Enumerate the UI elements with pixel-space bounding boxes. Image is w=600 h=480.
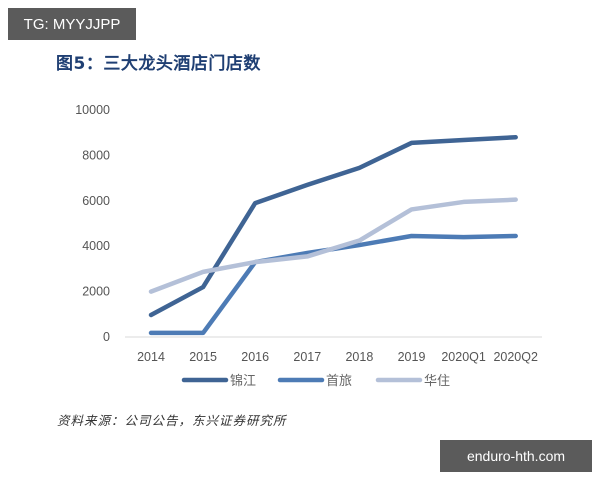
legend-label: 锦江 bbox=[230, 374, 256, 389]
y-axis: 0 2000 4000 6000 8000 10000 bbox=[75, 103, 110, 344]
legend-label: 华住 bbox=[424, 374, 450, 389]
chart-title: 图5：三大龙头酒店门店数 bbox=[56, 54, 261, 74]
legend: 锦江 首旅 华住 bbox=[181, 374, 450, 389]
series-line-1 bbox=[148, 134, 518, 318]
series-line-3 bbox=[148, 197, 518, 294]
x-tick-label: 2020Q2 bbox=[493, 350, 538, 364]
x-tick-label: 2017 bbox=[293, 350, 321, 364]
legend-label: 首旅 bbox=[326, 374, 352, 389]
x-tick-label: 2018 bbox=[345, 350, 373, 364]
series-lines bbox=[148, 134, 518, 336]
y-tick-label: 8000 bbox=[82, 148, 110, 162]
y-tick-label: 2000 bbox=[82, 285, 110, 299]
y-tick-label: 6000 bbox=[82, 194, 110, 208]
x-tick-label: 2015 bbox=[189, 350, 217, 364]
x-axis: 2014 2015 2016 2017 2018 2019 2020Q1 2020Q2 bbox=[137, 350, 538, 364]
y-tick-label: 10000 bbox=[75, 103, 110, 117]
y-tick-label: 4000 bbox=[82, 239, 110, 253]
source-note: 资料来源：公司公告，东兴证券研究所 bbox=[57, 413, 287, 428]
x-tick-label: 2016 bbox=[241, 350, 269, 364]
x-tick-label: 2020Q1 bbox=[441, 350, 486, 364]
x-tick-label: 2014 bbox=[137, 350, 165, 364]
x-tick-label: 2019 bbox=[398, 350, 426, 364]
watermark-top: TG: MYYJJPP bbox=[8, 8, 136, 40]
watermark-bottom: enduro-hth.com bbox=[440, 440, 592, 472]
y-tick-label: 0 bbox=[103, 330, 110, 344]
